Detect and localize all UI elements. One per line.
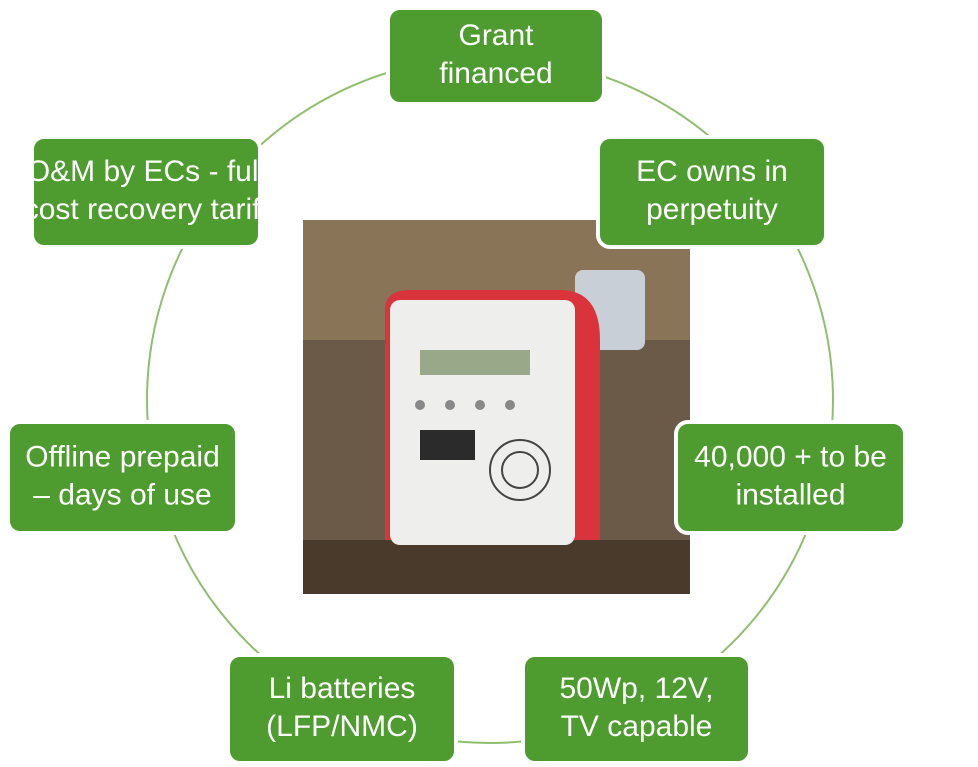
device-photo [303, 220, 690, 594]
node-label: TV capable [561, 710, 713, 743]
node-label: Li batteries [269, 672, 416, 705]
node-box [596, 135, 828, 249]
node-label: installed [735, 478, 845, 511]
node-label: 50Wp, 12V, [560, 672, 714, 705]
cycle-node: 40,000 + to be installed [674, 420, 907, 535]
cycle-node: 50Wp, 12V, TV capable [521, 653, 752, 765]
node-box [386, 6, 606, 106]
node-label: financed [439, 57, 552, 90]
node-label: (LFP/NMC) [266, 710, 418, 743]
node-box [30, 135, 262, 249]
cycle-node: EC owns in perpetuity [596, 135, 828, 249]
node-box [521, 653, 752, 765]
cycle-node: Li batteries (LFP/NMC) [226, 653, 458, 765]
node-label: Offline prepaid [25, 440, 220, 473]
node-label: perpetuity [646, 193, 778, 226]
cycle-node: O&M by ECs - full cost recovery tariff [24, 135, 269, 249]
cycle-node: Offline prepaid – days of use [6, 420, 239, 535]
node-label: Grant [458, 19, 534, 52]
node-label: EC owns in [636, 155, 788, 188]
node-label: 40,000 + to be [694, 440, 887, 473]
node-box [6, 420, 239, 535]
node-box [226, 653, 458, 765]
node-label: cost recovery tariff [24, 193, 269, 226]
node-label: – days of use [33, 478, 211, 511]
cycle-node: Grant financed [386, 6, 606, 106]
node-box [674, 420, 907, 535]
node-label: O&M by ECs - full [27, 155, 265, 188]
